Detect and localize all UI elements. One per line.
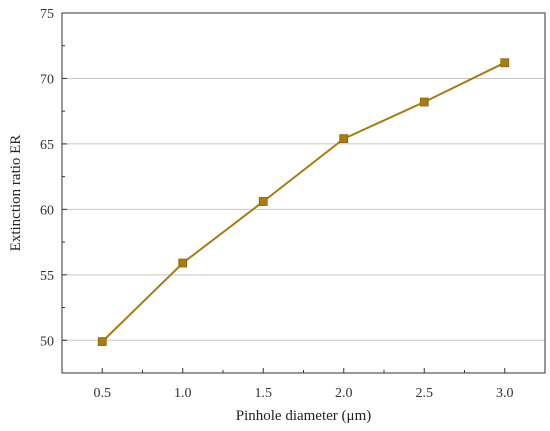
data-point	[500, 58, 510, 68]
x-tick-label: 2.0	[335, 386, 353, 401]
x-axis-label: Pinhole diameter (μm)	[236, 408, 372, 424]
plot-frame	[61, 12, 546, 374]
y-tick-label: 60	[40, 203, 54, 218]
y-tick-label: 50	[40, 334, 54, 349]
x-tick-label: 0.5	[94, 386, 112, 401]
y-axis: 50 55 60 65 70 75	[40, 7, 67, 374]
data-point	[419, 97, 429, 107]
series-line	[101, 61, 506, 343]
y-axis-label: Extinction ratio ER	[8, 135, 24, 252]
series-markers	[97, 58, 510, 346]
x-tick-label: 3.0	[496, 386, 514, 401]
x-axis: 0.5 1.0 1.5 2.0 2.5 3.0	[61, 368, 546, 401]
data-point	[178, 258, 188, 268]
x-tick-label: 2.5	[416, 386, 434, 401]
y-tick-label: 55	[40, 269, 54, 284]
y-tick-label: 75	[40, 7, 54, 22]
gridlines	[62, 77, 545, 341]
data-point	[258, 197, 268, 206]
y-tick-label: 65	[40, 138, 54, 153]
data-point	[339, 134, 349, 144]
y-tick-label: 70	[40, 72, 54, 87]
x-tick-label: 1.0	[174, 386, 192, 401]
data-point	[97, 337, 107, 346]
x-tick-label: 1.5	[255, 386, 273, 401]
